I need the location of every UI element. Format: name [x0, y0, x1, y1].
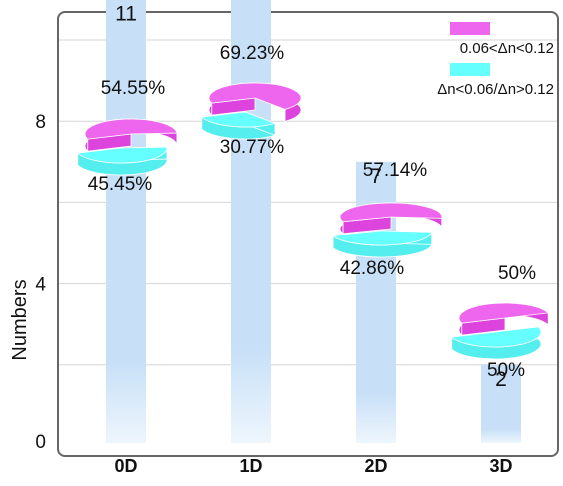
bars — [106, 0, 521, 444]
x-tick-label: 1D — [239, 456, 262, 476]
pie-1D — [200, 82, 302, 140]
pie-magenta-percent: 57.14% — [363, 160, 428, 181]
pie-magenta-percent: 69.23% — [220, 43, 285, 64]
pie-3D — [450, 302, 550, 360]
labels: 04812Numbers110D131D72D23D54.55%45.45%69… — [9, 2, 536, 476]
bar-value-label: 2 — [495, 368, 507, 391]
x-tick-label: 3D — [489, 456, 512, 476]
pie-cyan-percent: 42.86% — [340, 258, 405, 279]
pie-slice-magenta-top — [208, 82, 302, 110]
y-tick-label: 4 — [35, 275, 46, 296]
pie-slice-cyan-top — [76, 146, 168, 164]
legend-swatch — [450, 22, 490, 35]
pie-slice-magenta-top — [84, 118, 178, 140]
pie-cyan-percent: 50% — [487, 360, 525, 381]
pie-slice-magenta — [208, 82, 302, 122]
pie-2D — [332, 202, 443, 258]
pie-slice-cyan — [332, 230, 433, 258]
pie-slice-cyan — [450, 325, 542, 360]
pie-cyan-percent: 45.45% — [88, 174, 153, 195]
bar-3D — [481, 364, 521, 443]
bar-value-label: 11 — [115, 2, 137, 25]
pie-slice-magenta-top — [458, 302, 550, 324]
pie-slice-cyan-top — [450, 326, 542, 348]
x-tick-label: 0D — [114, 456, 137, 476]
pie-0D — [76, 118, 178, 176]
pie-slice-cyan-top — [332, 230, 433, 246]
pie-magenta-percent: 54.55% — [101, 78, 166, 99]
bar-value-label: 7 — [370, 165, 382, 188]
legend-swatch — [450, 63, 490, 76]
y-tick-label: 0 — [35, 432, 46, 453]
legend-label: Δn<0.06/Δn>0.12 — [437, 81, 554, 98]
pie-slice-cyan-top — [200, 111, 277, 128]
bar-0D — [106, 0, 146, 444]
x-tick-label: 2D — [364, 456, 387, 476]
pie-slice-magenta — [84, 118, 178, 153]
legend: 0.06<Δn<0.12 Δn<0.06/Δn>0.12 — [437, 22, 554, 98]
legend-label: 0.06<Δn<0.12 — [460, 40, 554, 57]
bar-1D — [231, 0, 271, 443]
pie-cyan-percent: 30.77% — [220, 137, 285, 158]
y-tick-label: 8 — [35, 112, 46, 133]
pie-slice-cyan — [200, 111, 277, 140]
pies — [76, 82, 550, 360]
pie-slice-magenta — [339, 202, 443, 235]
pie-magenta-percent: 50% — [498, 263, 536, 284]
pie-slice-magenta — [458, 302, 550, 337]
plot-frame — [57, 11, 559, 457]
pie-slice-magenta-top — [339, 202, 443, 223]
y-axis-label: Numbers — [9, 279, 31, 360]
pie-slice-cyan — [76, 146, 168, 176]
